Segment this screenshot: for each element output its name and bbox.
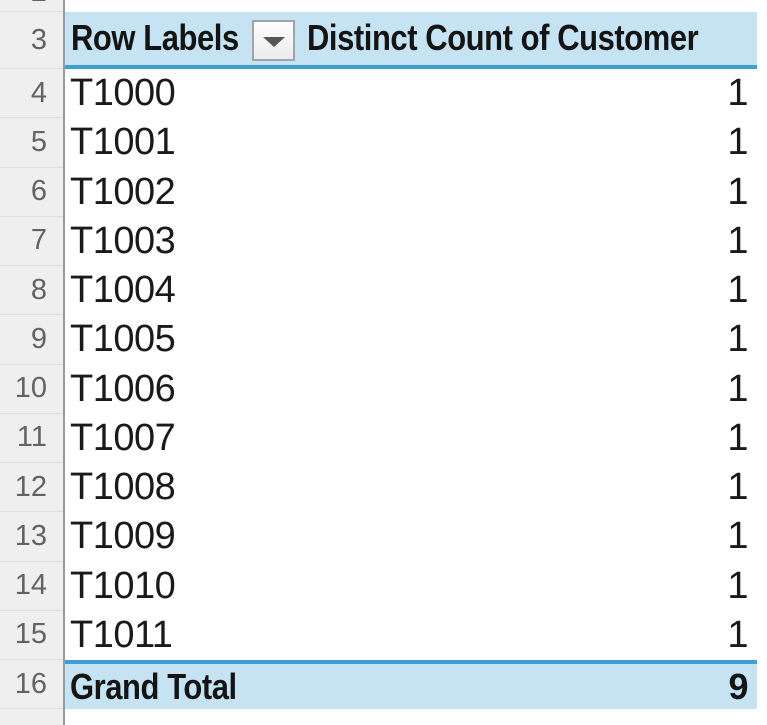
row-number: 3 [30,23,47,56]
row-number: 11 [16,421,47,454]
row-number: 8 [30,273,47,306]
row-label-cell[interactable]: T1003 [70,219,176,262]
row-number: 7 [30,224,47,257]
value-cell[interactable]: 1 [727,564,748,607]
value-cell[interactable]: 1 [727,219,748,262]
grand-total-label: Grand Total [70,665,237,707]
row-label-cell[interactable]: T1007 [70,416,176,459]
pivot-data-row: T1008 1 [65,463,757,513]
row-number: 6 [30,175,47,208]
filter-dropdown-icon [262,37,285,47]
value-cell[interactable]: 1 [727,72,748,115]
row-label-cell[interactable]: T1010 [70,564,176,607]
pivot-data-row: T1010 1 [65,561,757,611]
value-cell[interactable]: 1 [727,367,748,410]
row-header[interactable]: 11 [0,413,63,463]
row-header[interactable]: 12 [0,463,63,513]
row-header[interactable]: 6 [0,167,63,217]
value-cell[interactable]: 1 [727,515,748,558]
row-header[interactable]: 5 [0,118,63,168]
pivot-data-row: T1007 1 [65,413,757,463]
row-label-cell[interactable]: T1000 [70,72,176,115]
row-number: 13 [14,519,47,552]
pivot-data-row: T1001 1 [65,118,757,168]
row-number: 4 [30,76,47,109]
pivot-data-row: T1004 1 [65,266,757,316]
row-label-cell[interactable]: T1009 [70,515,176,558]
pivot-data-row: T1009 1 [65,512,757,562]
value-cell[interactable]: 1 [727,269,748,312]
grand-total-value-cell[interactable]: 9 [728,665,748,707]
row-header-16[interactable]: 16 [0,660,63,709]
grand-total-row: Grand Total 9 [65,660,757,709]
pivot-data-row: T1006 1 [65,364,757,414]
row-header[interactable]: 13 [0,512,63,562]
row-header[interactable]: 9 [0,315,63,365]
grand-total-label-cell[interactable]: Grand Total [65,666,264,708]
pivot-data-rows: T1000 1 T1001 1 T1002 1 T1003 1 [65,69,757,660]
row-number-gutter: 2 3 4 5 6 7 [0,0,65,725]
row-header-2[interactable]: 2 [0,0,63,12]
pivot-header-row: Row Labels Distinct Count of Customer [65,12,757,69]
gutter-filler [0,709,63,725]
row-header-3[interactable]: 3 [0,12,63,69]
value-cell[interactable]: 1 [727,416,748,459]
pivot-data-row: T1011 1 [65,610,757,660]
row-header[interactable]: 7 [0,216,63,266]
row-number: 16 [14,667,47,700]
row-header[interactable]: 15 [0,610,63,660]
value-cell[interactable]: 1 [727,170,748,213]
row-header[interactable]: 8 [0,266,63,316]
row-labels-filter-button[interactable] [252,20,295,61]
row-label-cell[interactable]: T1004 [70,269,176,312]
row-label-cell[interactable]: T1001 [70,121,176,164]
row-label-cell[interactable]: T1005 [70,318,176,361]
row-header[interactable]: 10 [0,364,63,414]
row-header[interactable]: 14 [0,561,63,611]
row-number: 2 [31,0,47,9]
pivot-data-row: T1005 1 [65,315,757,365]
row-number: 5 [30,125,47,158]
row-label-cell[interactable]: T1011 [70,613,173,656]
value-cell[interactable]: 1 [727,121,748,164]
row-label-cell[interactable]: T1006 [70,367,176,410]
pivot-data-row: T1000 1 [65,69,757,119]
row-number: 14 [14,569,47,602]
values-header-cell[interactable]: Distinct Count of Customer [307,16,699,58]
row-number: 10 [14,372,47,405]
row-label-cell[interactable]: T1002 [70,170,176,213]
row-2-empty-strip [65,0,757,12]
value-cell[interactable]: 1 [727,318,748,361]
row-number: 9 [30,322,47,355]
row-header[interactable]: 4 [0,69,63,119]
pivot-table: Row Labels Distinct Count of Customer T1… [65,0,757,709]
pivot-data-row: T1002 1 [65,167,757,217]
value-cell[interactable]: 1 [727,466,748,509]
row-labels-header-cell[interactable]: Row Labels [71,16,239,58]
pivot-data-row: T1003 1 [65,216,757,266]
row-number: 15 [14,618,47,651]
value-cell[interactable]: 1 [727,613,748,656]
row-number: 12 [14,470,47,503]
row-header-list: 4 5 6 7 8 9 [0,69,63,660]
row-label-cell[interactable]: T1008 [70,466,176,509]
